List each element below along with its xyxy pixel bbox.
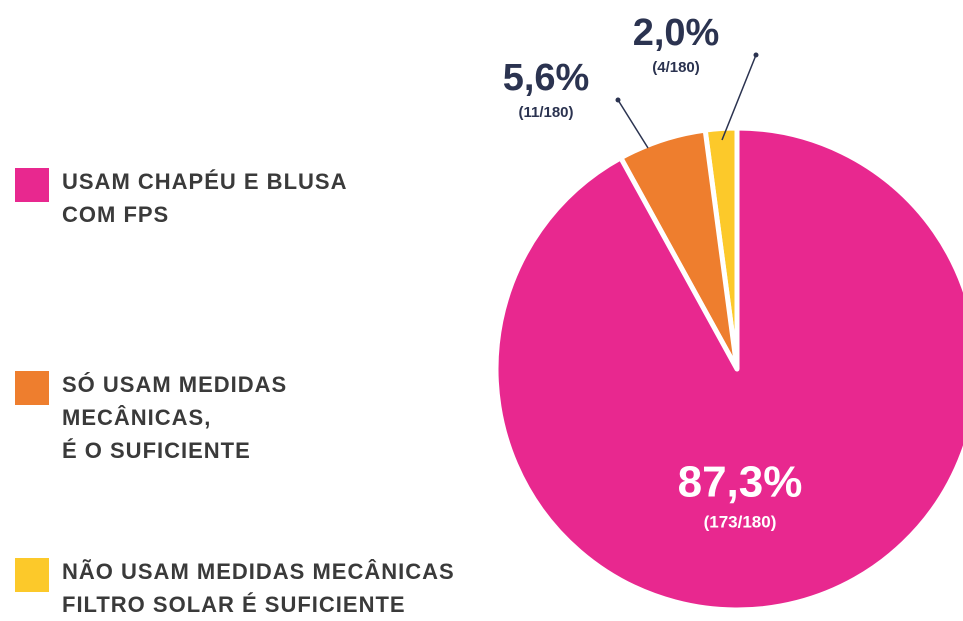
count-label: (173/180) (704, 512, 777, 531)
value-label: 87,3% (678, 458, 803, 507)
pie-slice (493, 125, 963, 613)
value-label: 2,0% (633, 12, 720, 54)
legend-label: USAM CHAPÉU E BLUSA COM FPS (62, 169, 348, 227)
leader-dot (615, 97, 621, 103)
legend-swatch (15, 558, 49, 592)
legend-label: SÓ USAM MEDIDAS MECÂNICAS, É O SUFICIENT… (62, 372, 288, 463)
legend-swatch (15, 168, 49, 202)
leader-line (617, 99, 649, 149)
legend-label: NÃO USAM MEDIDAS MECÂNICAS FILTRO SOLAR … (62, 559, 455, 617)
leader-dot (753, 52, 759, 58)
leader-line (721, 54, 757, 141)
count-label: (4/180) (652, 59, 700, 76)
value-label: 5,6% (503, 57, 590, 99)
legend-swatch (15, 371, 49, 405)
count-label: (11/180) (518, 104, 573, 121)
